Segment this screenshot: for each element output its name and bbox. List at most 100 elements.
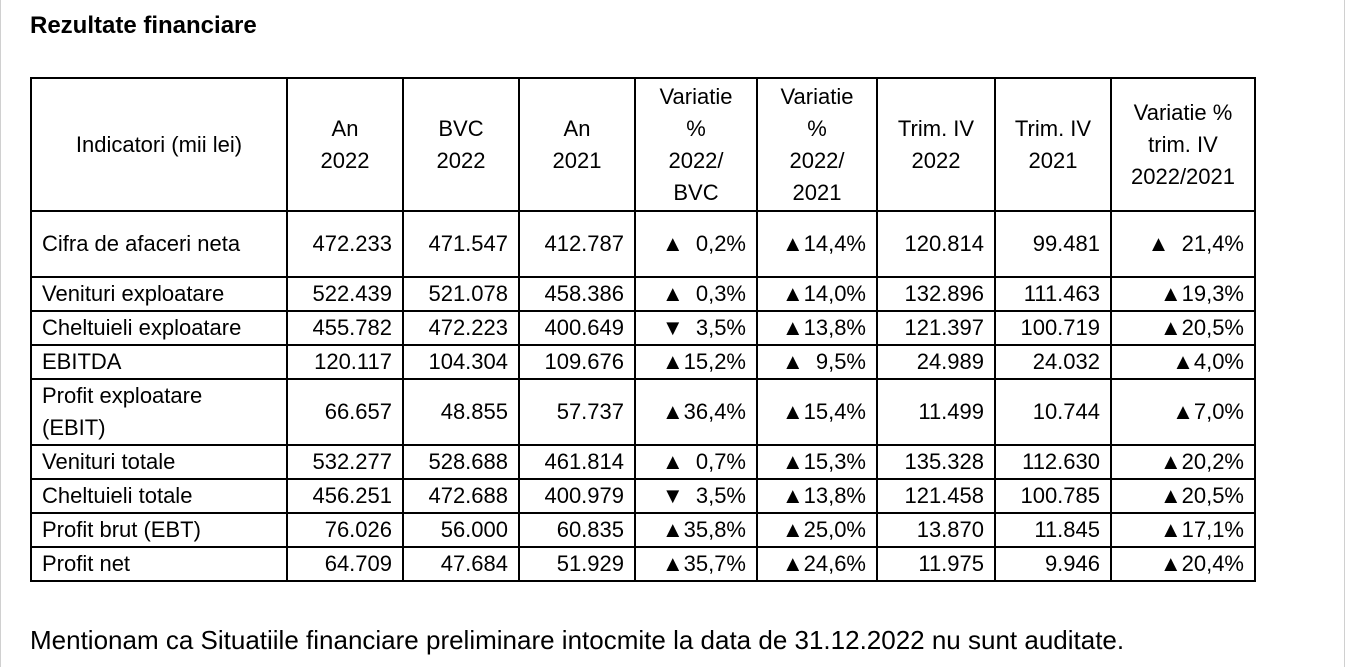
header-an-2021: An 2021 [518, 77, 636, 212]
header-trim-iv-2021: Trim. IV 2021 [994, 77, 1112, 212]
value-cell: 400.979 [518, 478, 636, 514]
value-cell: 60.835 [518, 512, 636, 548]
value-cell: ▲17,1% [1110, 512, 1256, 548]
value-cell: 47.684 [402, 546, 520, 582]
value-cell: 11.845 [994, 512, 1112, 548]
value-cell: ▲15,2% [634, 344, 758, 380]
page-title: Rezultate financiare [30, 12, 257, 39]
value-cell: 472.688 [402, 478, 520, 514]
value-cell: ▲20,2% [1110, 444, 1256, 480]
value-cell: ▲25,0% [756, 512, 878, 548]
value-cell: 51.929 [518, 546, 636, 582]
header-label: An 2022 [320, 115, 370, 173]
indicator-label: Cheltuieli exploatare [42, 315, 242, 340]
value-cell: 13.870 [876, 512, 996, 548]
value-cell: 120.117 [286, 344, 404, 380]
value-cell: ▲ 9,5% [756, 344, 878, 380]
value-cell: ▼ 3,5% [634, 310, 758, 346]
value-cell: 9.946 [994, 546, 1112, 582]
value-cell: 472.223 [402, 310, 520, 346]
header-label: Trim. IV 2021 [1014, 115, 1092, 173]
indicator-cell: Profit exploatare (EBIT) [30, 378, 288, 446]
table-row: Profit exploatare (EBIT) 66.657 48.855 57.7… [30, 378, 1256, 446]
value-cell: 99.481 [994, 210, 1112, 278]
value-cell: ▲20,5% [1110, 310, 1256, 346]
value-cell: 48.855 [402, 378, 520, 446]
value-cell: 24.032 [994, 344, 1112, 380]
header-label: Variatie % trim. IV 2022/2021 [1131, 99, 1235, 189]
value-cell: 11.499 [876, 378, 996, 446]
indicator-label: Cheltuieli totale [42, 483, 193, 508]
value-cell: 64.709 [286, 546, 404, 582]
value-cell: ▲14,4% [756, 210, 878, 278]
value-cell: 121.458 [876, 478, 996, 514]
value-cell: 521.078 [402, 276, 520, 312]
value-cell: 461.814 [518, 444, 636, 480]
value-cell: 458.386 [518, 276, 636, 312]
table-body: Cifra de afaceri neta 472.233 471.547 412.7… [30, 210, 1256, 582]
value-cell: 100.785 [994, 478, 1112, 514]
value-cell: 400.649 [518, 310, 636, 346]
value-cell: ▲7,0% [1110, 378, 1256, 446]
value-cell: ▲ 0,2% [634, 210, 758, 278]
value-cell: 471.547 [402, 210, 520, 278]
value-cell: 135.328 [876, 444, 996, 480]
table-row: EBITDA 120.117 104.304 109.676 ▲15,2% ▲ 9,5% 2… [30, 344, 1256, 380]
indicator-label: EBITDA [42, 349, 122, 374]
value-cell: 57.737 [518, 378, 636, 446]
table-row: Profit net 64.709 47.684 51.929 ▲35,7% ▲24,6%… [30, 546, 1256, 582]
value-cell: ▲14,0% [756, 276, 878, 312]
value-cell: ▲24,6% [756, 546, 878, 582]
header-variatie-2021: Variatie % 2022/ 2021 [756, 77, 878, 212]
value-cell: ▲36,4% [634, 378, 758, 446]
indicator-label: Venituri totale [42, 449, 176, 474]
table-row: Cheltuieli exploatare 455.782 472.223 400.6… [30, 310, 1256, 346]
value-cell: ▲13,8% [756, 310, 878, 346]
value-cell: 532.277 [286, 444, 404, 480]
table-row: Venituri totale 532.277 528.688 461.814 ▲ 0,… [30, 444, 1256, 480]
header-label: Trim. IV 2022 [897, 115, 975, 173]
value-cell: ▲19,3% [1110, 276, 1256, 312]
header-an-2022: An 2022 [286, 77, 404, 212]
header-trim-iv-2022: Trim. IV 2022 [876, 77, 996, 212]
indicator-cell: Profit brut (EBT) [30, 512, 288, 548]
financial-results-table: Indicatori (mii lei) An 2022 BVC 2022 An… [30, 77, 1256, 582]
value-cell: 120.814 [876, 210, 996, 278]
value-cell: 109.676 [518, 344, 636, 380]
indicator-cell: Cheltuieli exploatare [30, 310, 288, 346]
indicator-cell: Profit net [30, 546, 288, 582]
header-bvc-2022: BVC 2022 [402, 77, 520, 212]
value-cell: ▲15,3% [756, 444, 878, 480]
table-row: Cifra de afaceri neta 472.233 471.547 412.7… [30, 210, 1256, 278]
indicator-cell: Cifra de afaceri neta [30, 210, 288, 278]
value-cell: 121.397 [876, 310, 996, 346]
value-cell: 528.688 [402, 444, 520, 480]
table-header-row: Indicatori (mii lei) An 2022 BVC 2022 An… [30, 77, 1256, 212]
table-row: Profit brut (EBT) 76.026 56.000 60.835 ▲35,8… [30, 512, 1256, 548]
value-cell: ▲ 0,7% [634, 444, 758, 480]
header-label: Indicatori (mii lei) [75, 131, 243, 157]
indicator-label: Profit brut (EBT) [42, 517, 201, 542]
header-label: Variatie % 2022/ BVC [659, 83, 733, 205]
indicator-label: Cifra de afaceri neta [42, 231, 241, 256]
value-cell: 10.744 [994, 378, 1112, 446]
value-cell: ▲ 0,3% [634, 276, 758, 312]
indicator-label: Profit net [42, 551, 131, 576]
value-cell: 104.304 [402, 344, 520, 380]
table-row: Cheltuieli totale 456.251 472.688 400.979 ▼ … [30, 478, 1256, 514]
value-cell: 455.782 [286, 310, 404, 346]
value-cell: 111.463 [994, 276, 1112, 312]
value-cell: 66.657 [286, 378, 404, 446]
indicator-label: Profit exploatare (EBIT) [42, 383, 203, 440]
value-cell: ▲20,5% [1110, 478, 1256, 514]
header-label: BVC 2022 [436, 115, 486, 173]
indicator-cell: Cheltuieli totale [30, 478, 288, 514]
value-cell: 456.251 [286, 478, 404, 514]
indicator-label: Venituri exploatare [42, 281, 225, 306]
indicator-cell: EBITDA [30, 344, 288, 380]
value-cell: ▲20,4% [1110, 546, 1256, 582]
value-cell: 472.233 [286, 210, 404, 278]
table-row: Venituri exploatare 522.439 521.078 458.386… [30, 276, 1256, 312]
header-label: An 2021 [552, 115, 602, 173]
